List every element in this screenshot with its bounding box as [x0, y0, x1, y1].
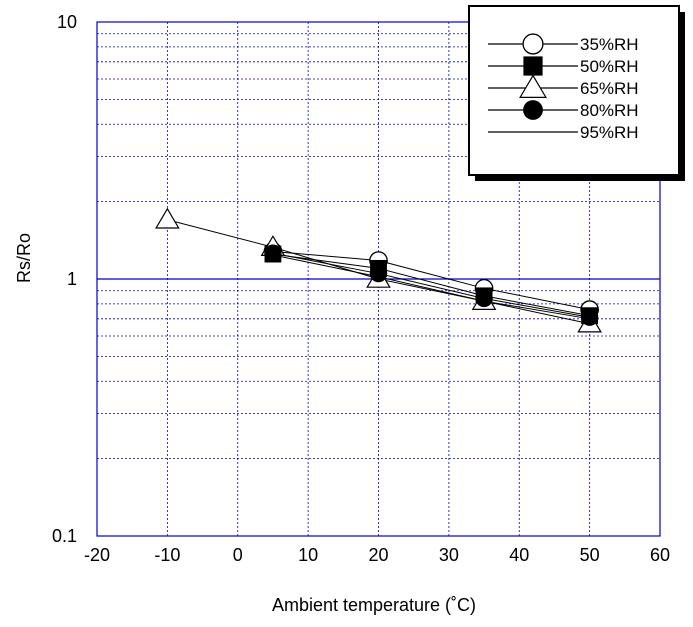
series-35%RH: [272, 250, 590, 311]
y-tick-label: 10: [57, 12, 77, 32]
legend-label: 35%RH: [580, 35, 639, 54]
legend-item: 65%RH: [488, 74, 639, 98]
series-80%RH: [272, 252, 590, 318]
series-line: [272, 253, 590, 317]
legend-item: 80%RH: [488, 100, 639, 120]
series-markers-80%RH: [264, 244, 599, 326]
legend-label: 95%RH: [580, 123, 639, 142]
legend-marker: [523, 56, 543, 76]
data-point: [475, 289, 493, 308]
series-95%RH: [272, 254, 590, 320]
y-tick-label: 1: [67, 269, 77, 289]
legend-marker: [523, 100, 543, 120]
series-line: [272, 252, 590, 318]
data-point: [580, 308, 599, 326]
legend-box: [468, 5, 680, 176]
plot-area: [96, 21, 661, 537]
legend-label: 50%RH: [580, 57, 639, 76]
legend-label: 80%RH: [580, 101, 639, 120]
x-tick-label: 60: [650, 545, 670, 565]
x-tick-label: -10: [154, 545, 180, 565]
legend-marker: [519, 74, 547, 98]
legend-marker: [522, 33, 544, 55]
x-tick-label: 50: [580, 545, 600, 565]
tick-labels: -20 -10 0 10 20 30 40 50 60 0.1 1 10: [52, 12, 670, 565]
legend: 35%RH 50%RH 65%RH 80%RH 95%RH: [468, 5, 685, 181]
series-50%RH: [272, 253, 590, 317]
data-point: [369, 264, 388, 283]
y-tick-label: 0.1: [52, 526, 77, 546]
x-tick-label: -20: [84, 545, 110, 565]
x-tick-label: 0: [233, 545, 243, 565]
x-tick-label: 30: [439, 545, 459, 565]
x-tick-label: 40: [509, 545, 529, 565]
legend-label: 65%RH: [580, 79, 639, 98]
series-line: [272, 250, 590, 311]
data-point: [264, 244, 282, 262]
x-tick-label: 10: [298, 545, 318, 565]
series-layer: [155, 207, 602, 333]
x-axis-label: Ambient temperature (˚C): [272, 595, 476, 615]
y-axis-label: Rs/Ro: [14, 233, 34, 283]
x-tick-label: 20: [368, 545, 388, 565]
legend-item: 50%RH: [488, 56, 639, 76]
series-line: [272, 254, 590, 320]
legend-item: 95%RH: [488, 123, 639, 142]
series-markers-35%RH: [263, 242, 599, 319]
legend-item: 35%RH: [488, 33, 639, 55]
data-point: [155, 207, 180, 229]
